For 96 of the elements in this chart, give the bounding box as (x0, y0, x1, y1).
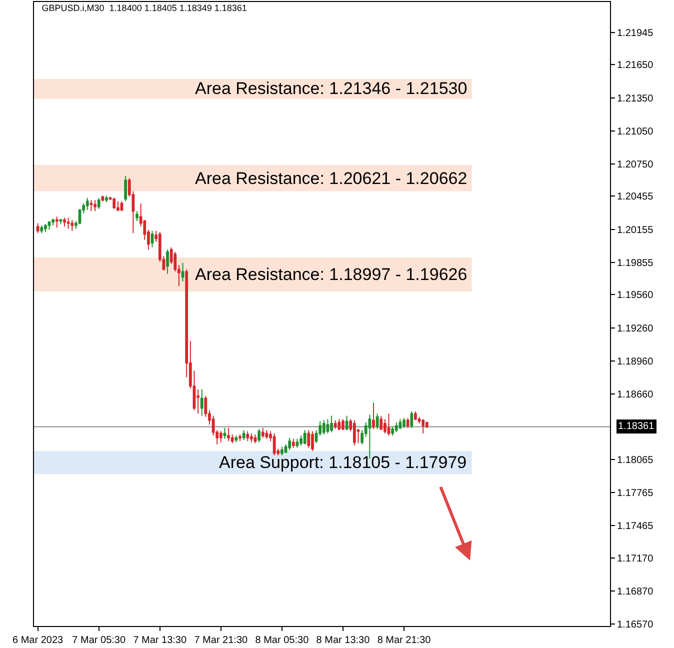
x-tick-label: 7 Mar 05:30 (72, 635, 126, 646)
candlestick (105, 195, 108, 203)
candlestick (394, 422, 398, 433)
candlestick (352, 420, 356, 446)
candlestick (227, 427, 230, 442)
candlestick (55, 216, 58, 228)
x-tick-label: 8 Mar 05:30 (255, 635, 310, 646)
ref-line-label: 1.18361 (618, 421, 655, 432)
candlestick (402, 418, 406, 428)
candlestick (338, 418, 341, 431)
x-tick-label: 8 Mar 21:30 (377, 635, 432, 646)
y-tick-label: 1.21350 (617, 93, 654, 104)
candlestick (391, 426, 394, 436)
candlestick (101, 195, 104, 202)
candlestick (265, 430, 268, 440)
candlestick (219, 430, 222, 443)
candlestick (40, 224, 44, 234)
candlestick (410, 410, 414, 428)
candlestick (330, 415, 333, 433)
candlestick (387, 413, 390, 436)
candlestick (398, 418, 402, 430)
candlestick (322, 420, 326, 436)
y-tick-label: 1.18960 (617, 356, 654, 368)
y-tick-label: 1.19855 (617, 258, 654, 269)
candlestick (292, 438, 295, 448)
candlestick (342, 418, 344, 431)
candlestick (181, 262, 184, 282)
candlestick (86, 197, 89, 210)
candlestick (150, 230, 154, 248)
candlestick (124, 175, 127, 202)
candlestick (120, 200, 124, 212)
candlestick (246, 430, 250, 442)
y-tick-label: 1.18065 (617, 454, 654, 466)
y-tick-label: 1.19260 (617, 323, 654, 334)
candlestick (48, 220, 51, 230)
candlestick (44, 224, 47, 233)
x-tick-label: 6 Mar 2023 (12, 635, 64, 646)
candlestick (94, 200, 96, 212)
x-tick-label: 7 Mar 21:30 (194, 635, 248, 646)
candlestick (70, 219, 74, 232)
y-tick-label: 1.21650 (617, 60, 654, 72)
candlestick (272, 432, 276, 456)
chart-title: GBPUSD.i,M30 1.18400 1.18405 1.18349 1.18361 (42, 2, 247, 13)
candlestick (258, 428, 260, 443)
candlestick (97, 197, 100, 210)
candlestick (326, 418, 330, 434)
candlestick (112, 197, 116, 210)
candlestick (372, 402, 375, 430)
candlestick (334, 420, 337, 430)
candlestick (254, 434, 257, 444)
y-tick-label: 1.17765 (617, 488, 654, 499)
band-label: Area Resistance: 1.18997 - 1.19626 (195, 265, 468, 284)
candlestick (406, 418, 410, 428)
y-tick-label: 1.17465 (617, 520, 654, 532)
candlestick (90, 200, 93, 212)
candlestick (59, 218, 62, 225)
candlestick (116, 200, 120, 212)
candlestick (36, 222, 40, 234)
y-tick-label: 1.20455 (617, 192, 654, 203)
candlestick (303, 430, 306, 445)
y-tick-label: 1.16570 (617, 619, 654, 630)
candlestick (280, 446, 284, 456)
candlestick (223, 427, 226, 440)
band-label: Area Support: 1.18105 - 1.17979 (219, 453, 467, 472)
candlestick (200, 388, 204, 416)
x-tick-label: 7 Mar 13:30 (133, 635, 187, 646)
candlestick (234, 435, 238, 443)
y-tick-label: 1.21050 (617, 126, 654, 138)
y-tick-label: 1.18660 (617, 389, 654, 400)
candlestick (380, 415, 383, 431)
candlestick (414, 410, 417, 421)
candlestick (63, 217, 66, 228)
y-tick-label: 1.16870 (617, 586, 654, 598)
candlestick (238, 434, 242, 442)
candlestick (311, 430, 314, 452)
candlestick (250, 432, 253, 443)
y-tick-label: 1.17170 (617, 553, 654, 564)
y-tick-label: 1.20155 (617, 224, 654, 236)
candlestick (288, 437, 292, 450)
x-tick-label: 8 Mar 13:30 (316, 635, 370, 646)
y-tick-label: 1.19560 (617, 290, 654, 302)
candlestick (296, 438, 299, 448)
candlestick (66, 217, 70, 230)
candlestick (307, 430, 310, 448)
candlestick (52, 218, 55, 226)
candlestick (166, 249, 169, 274)
candlestick (345, 415, 348, 431)
band-label: Area Resistance: 1.20621 - 1.20662 (195, 169, 468, 188)
y-tick-label: 1.21945 (617, 28, 654, 39)
candlestick (242, 430, 246, 441)
candlestick (376, 413, 379, 430)
y-tick-label: 1.20750 (617, 159, 654, 170)
candlestick (261, 427, 264, 438)
band-label: Area Resistance: 1.21346 - 1.21530 (195, 79, 468, 98)
candlestick (136, 210, 138, 222)
candlestick (422, 418, 425, 434)
